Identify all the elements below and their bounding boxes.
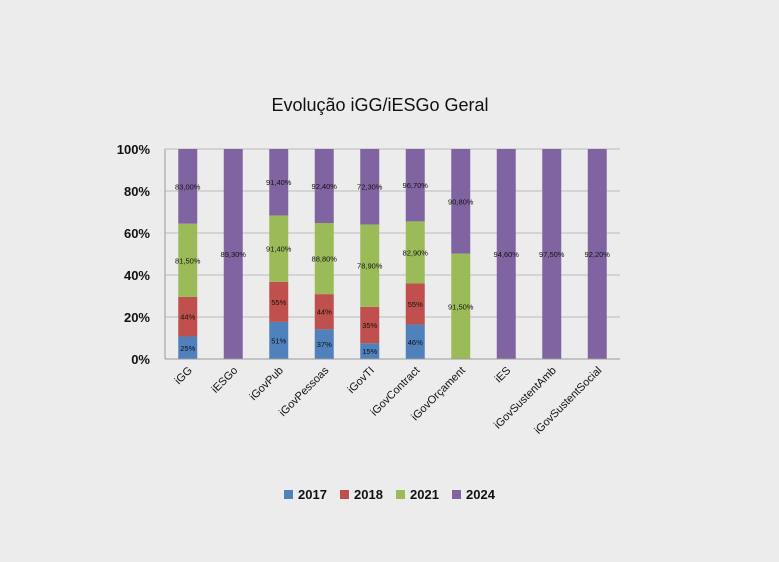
bar-segment <box>314 149 334 224</box>
x-tick-label: iGG <box>173 365 195 387</box>
data-label: 37% <box>317 340 332 349</box>
data-label: 91,50% <box>448 302 474 311</box>
bar-segment <box>587 149 607 359</box>
data-label: 46% <box>408 338 423 347</box>
bar-segment <box>360 224 380 307</box>
x-tick-label: iES <box>493 365 514 386</box>
x-tick-label: iGovTI <box>345 365 376 396</box>
bar-segment <box>360 306 380 344</box>
legend-label: 2021 <box>410 487 439 502</box>
bar-segment <box>178 223 198 297</box>
bar-segment <box>269 321 289 359</box>
data-label: 92,40% <box>312 182 338 191</box>
bar-segment <box>314 294 334 330</box>
legend-label: 2017 <box>298 487 327 502</box>
y-tick-label: 80% <box>124 184 150 199</box>
data-label: 55% <box>271 298 286 307</box>
legend-label: 2018 <box>354 487 383 502</box>
bar-segment <box>451 149 471 254</box>
y-tick-label: 60% <box>124 226 150 241</box>
data-label: 72,30% <box>357 183 383 192</box>
bar-segment <box>405 149 425 222</box>
bar-segment <box>269 215 289 282</box>
bar-segment <box>405 221 425 284</box>
data-label: 35% <box>362 321 377 330</box>
data-label: 81,50% <box>175 256 201 265</box>
bar-segment <box>314 329 334 359</box>
data-label: 89,30% <box>221 250 247 259</box>
chart-title: Evolução iGG/iESGo Geral <box>271 95 488 115</box>
bar-segment <box>178 336 198 359</box>
y-tick-label: 100% <box>117 142 151 157</box>
y-tick-label: 40% <box>124 268 150 283</box>
bar-segment <box>360 149 380 225</box>
bar-segment <box>496 149 516 359</box>
data-label: 83,00% <box>175 182 201 191</box>
data-label: 78,90% <box>357 262 383 271</box>
bar-segment <box>451 253 471 359</box>
y-tick-label: 0% <box>131 352 150 367</box>
bar-segment <box>269 281 289 322</box>
data-label: 44% <box>317 308 332 317</box>
legend-swatch <box>452 490 461 499</box>
bars-layer <box>178 149 607 359</box>
bar-segment <box>223 149 243 359</box>
data-label: 91,40% <box>266 245 292 254</box>
data-label: 15% <box>362 347 377 356</box>
data-label: 88,80% <box>312 255 338 264</box>
legend-swatch <box>340 490 349 499</box>
data-label: 92,20% <box>585 250 611 259</box>
bar-segment <box>405 283 425 325</box>
bar-segment <box>542 149 562 359</box>
data-label: 51% <box>271 336 286 345</box>
data-label: 55% <box>408 300 423 309</box>
data-label: 96,70% <box>403 181 429 190</box>
legend-label: 2024 <box>466 487 496 502</box>
data-label: 97,50% <box>539 250 565 259</box>
x-tick-label: iGovPessoas <box>277 364 332 419</box>
bar-segment <box>405 324 425 359</box>
x-tick-label: iESGo <box>209 365 240 396</box>
bar-segment <box>269 149 289 216</box>
data-labels-layer: 25% 44% 81,50% 83,00% 89,30% 51% 55% 91,40% 91,4… <box>175 178 610 356</box>
bar-segment <box>178 296 198 337</box>
data-label: 25% <box>180 344 195 353</box>
data-label: 94,60% <box>494 250 520 259</box>
data-label: 91,40% <box>266 178 292 187</box>
data-label: 44% <box>180 313 195 322</box>
x-tick-label: iGovPub <box>248 365 286 403</box>
y-tick-label: 20% <box>124 310 150 325</box>
bar-segment <box>314 223 334 295</box>
legend-swatch <box>284 490 293 499</box>
bar-segment <box>178 149 198 224</box>
legend-swatch <box>396 490 405 499</box>
legend: 2017 2018 2021 2024 <box>284 487 496 502</box>
bar-segment <box>360 343 380 359</box>
data-label: 90,80% <box>448 197 474 206</box>
data-label: 82,90% <box>403 248 429 257</box>
